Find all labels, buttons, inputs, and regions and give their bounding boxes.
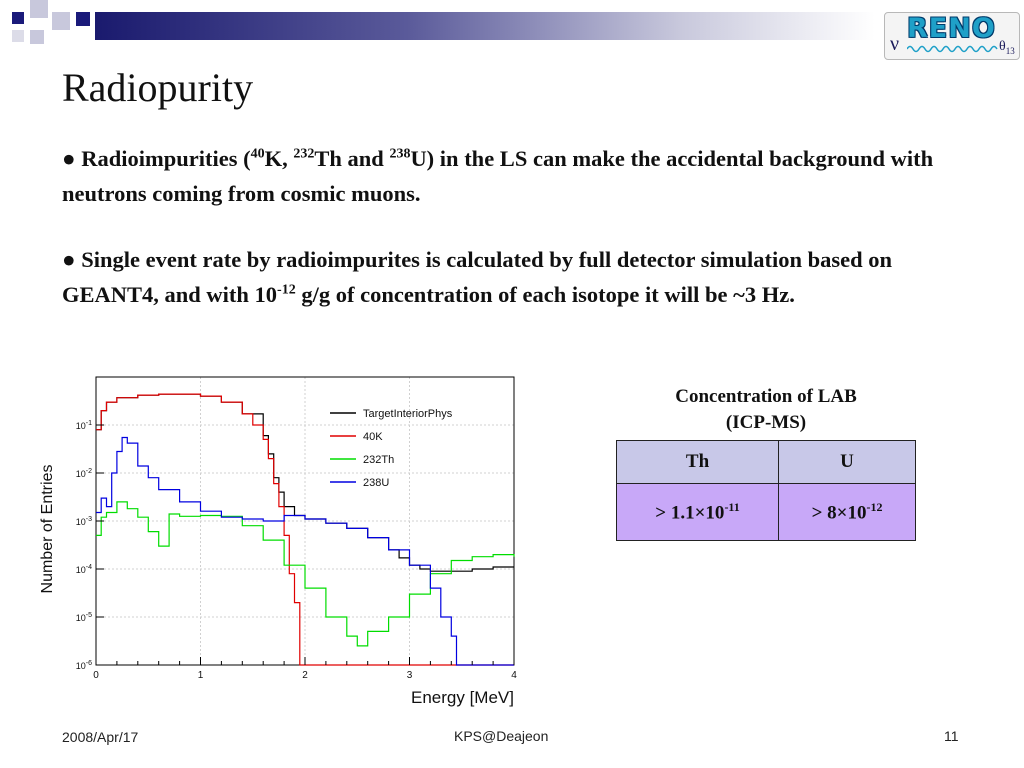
series-line-40K	[96, 393, 514, 666]
logo-wave	[907, 45, 998, 53]
y-tick-label: 10-2	[76, 468, 92, 479]
x-tick-label: 2	[302, 670, 308, 681]
chart-ylabel: Number of Entries	[39, 465, 56, 594]
y-tick-label: 10-6	[76, 660, 92, 671]
table-header-u: U	[778, 440, 916, 484]
footer-date: 2008/Apr/17	[62, 729, 139, 745]
logo-theta-symbol: θ13	[999, 39, 1015, 56]
table-caption: Concentration of LAB (ICP-MS)	[675, 386, 857, 433]
table-cell-th: > 1.1×10-11	[615, 483, 780, 541]
legend-label: 232Th	[363, 454, 394, 466]
legend-label: 238U	[363, 477, 389, 489]
footer-center-text: KPS@Deajeon	[454, 728, 549, 744]
header-square-gray-1	[30, 0, 48, 18]
x-tick-label: 1	[198, 670, 204, 681]
reno-logo: RENO ν θ13	[884, 12, 1020, 60]
table-row: > 1.1×10-11 > 8×10-12	[615, 483, 916, 541]
concentration-table: Th U > 1.1×10-11 > 8×10-12	[615, 440, 916, 541]
bullet-paragraph-1: ● Radioimpurities (40K, 232Th and 238U) …	[62, 146, 934, 206]
footer-page-number: 11	[944, 728, 959, 744]
series-line-238U	[96, 436, 514, 666]
slide-title: Radiopurity	[62, 65, 254, 110]
legend-label: TargetInteriorPhys	[363, 408, 453, 420]
bullet-paragraph-2: ● Single event rate by radioimpurites is…	[62, 247, 893, 307]
header-gradient-bar	[95, 12, 875, 40]
header-square-gray-4	[12, 30, 24, 42]
energy-spectrum-chart: 0 1 2 3 4 10-1 10-2 10-3 10-4 10-5 10-6 TargetInte…	[39, 376, 517, 707]
y-tick-label: 10-1	[76, 420, 92, 431]
logo-wordmark: RENO	[907, 13, 996, 44]
chart-xlabel: Energy [MeV]	[411, 688, 514, 707]
y-tick-label: 10-5	[76, 612, 92, 623]
y-tick-label: 10-4	[76, 564, 92, 575]
legend-label: 40K	[363, 431, 383, 443]
table-cell-u: > 8×10-12	[778, 483, 916, 541]
logo-nu-symbol: ν	[890, 33, 900, 55]
header-square-navy-2	[76, 12, 90, 26]
header-square-navy-1	[12, 12, 24, 24]
bullet-icon: ●	[62, 146, 76, 171]
x-tick-label: 4	[511, 670, 517, 681]
y-tick-label: 10-3	[76, 516, 92, 527]
header-square-gray-2	[52, 12, 70, 30]
table-header-row: Th U	[615, 440, 916, 484]
table-header-th: Th	[615, 440, 780, 484]
x-tick-label: 0	[93, 670, 99, 681]
bullet-icon: ●	[62, 247, 76, 272]
x-tick-label: 3	[407, 670, 413, 681]
header-square-gray-3	[30, 30, 44, 44]
